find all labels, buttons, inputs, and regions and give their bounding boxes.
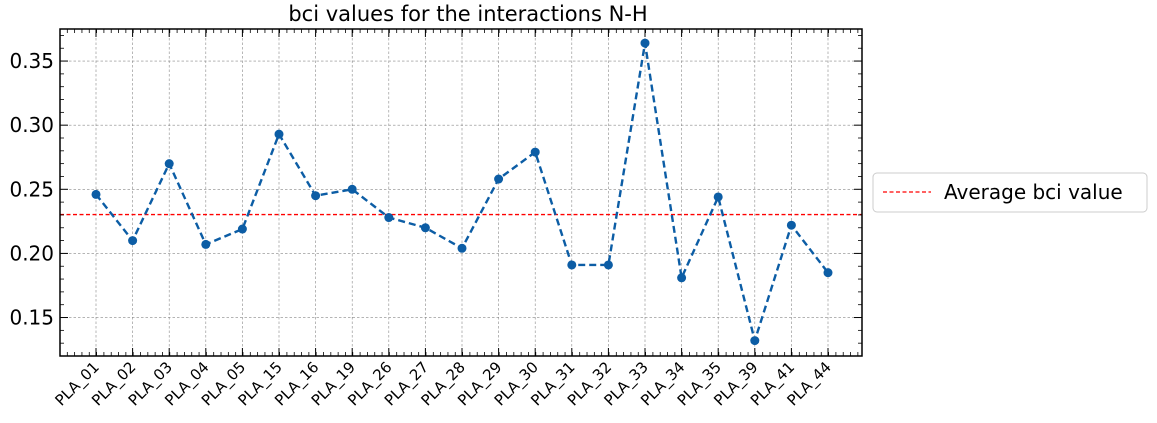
data-point — [164, 159, 174, 169]
axis-ticks — [60, 29, 862, 356]
x-tick-labels: PLA_01PLA_02PLA_03PLA_04PLA_05PLA_15PLA_… — [51, 358, 835, 410]
data-point — [823, 268, 833, 278]
chart-title: bci values for the interactions N-H — [288, 2, 647, 26]
grid — [60, 29, 862, 356]
data-point — [530, 147, 540, 157]
data-point — [750, 336, 760, 346]
y-tick-labels: 0.15 0.20 0.25 0.30 0.35 — [9, 49, 54, 329]
data-point — [128, 236, 138, 246]
data-point — [677, 273, 687, 283]
data-point — [347, 184, 357, 194]
data-point — [311, 191, 321, 201]
legend-box — [872, 172, 1148, 213]
y-tick-label: 0.25 — [9, 177, 54, 201]
data-point — [457, 243, 467, 253]
data-point — [713, 192, 723, 202]
legend: Average bci value — [872, 172, 1148, 213]
data-point — [420, 223, 430, 233]
data-point — [384, 213, 394, 223]
data-point — [91, 189, 101, 199]
data-point — [201, 239, 211, 249]
y-tick-label: 0.20 — [9, 241, 54, 265]
y-tick-label: 0.30 — [9, 113, 54, 137]
y-tick-label: 0.35 — [9, 49, 54, 73]
data-point — [786, 220, 796, 230]
data-point — [567, 260, 577, 270]
data-point — [237, 224, 247, 234]
data-point — [494, 174, 504, 184]
data-point — [603, 260, 613, 270]
plot-frame — [59, 28, 863, 357]
data-point — [274, 129, 284, 139]
data-points — [91, 38, 833, 346]
legend-label: Average bci value — [944, 180, 1123, 204]
y-tick-label: 0.15 — [9, 306, 54, 330]
data-point — [640, 38, 650, 48]
